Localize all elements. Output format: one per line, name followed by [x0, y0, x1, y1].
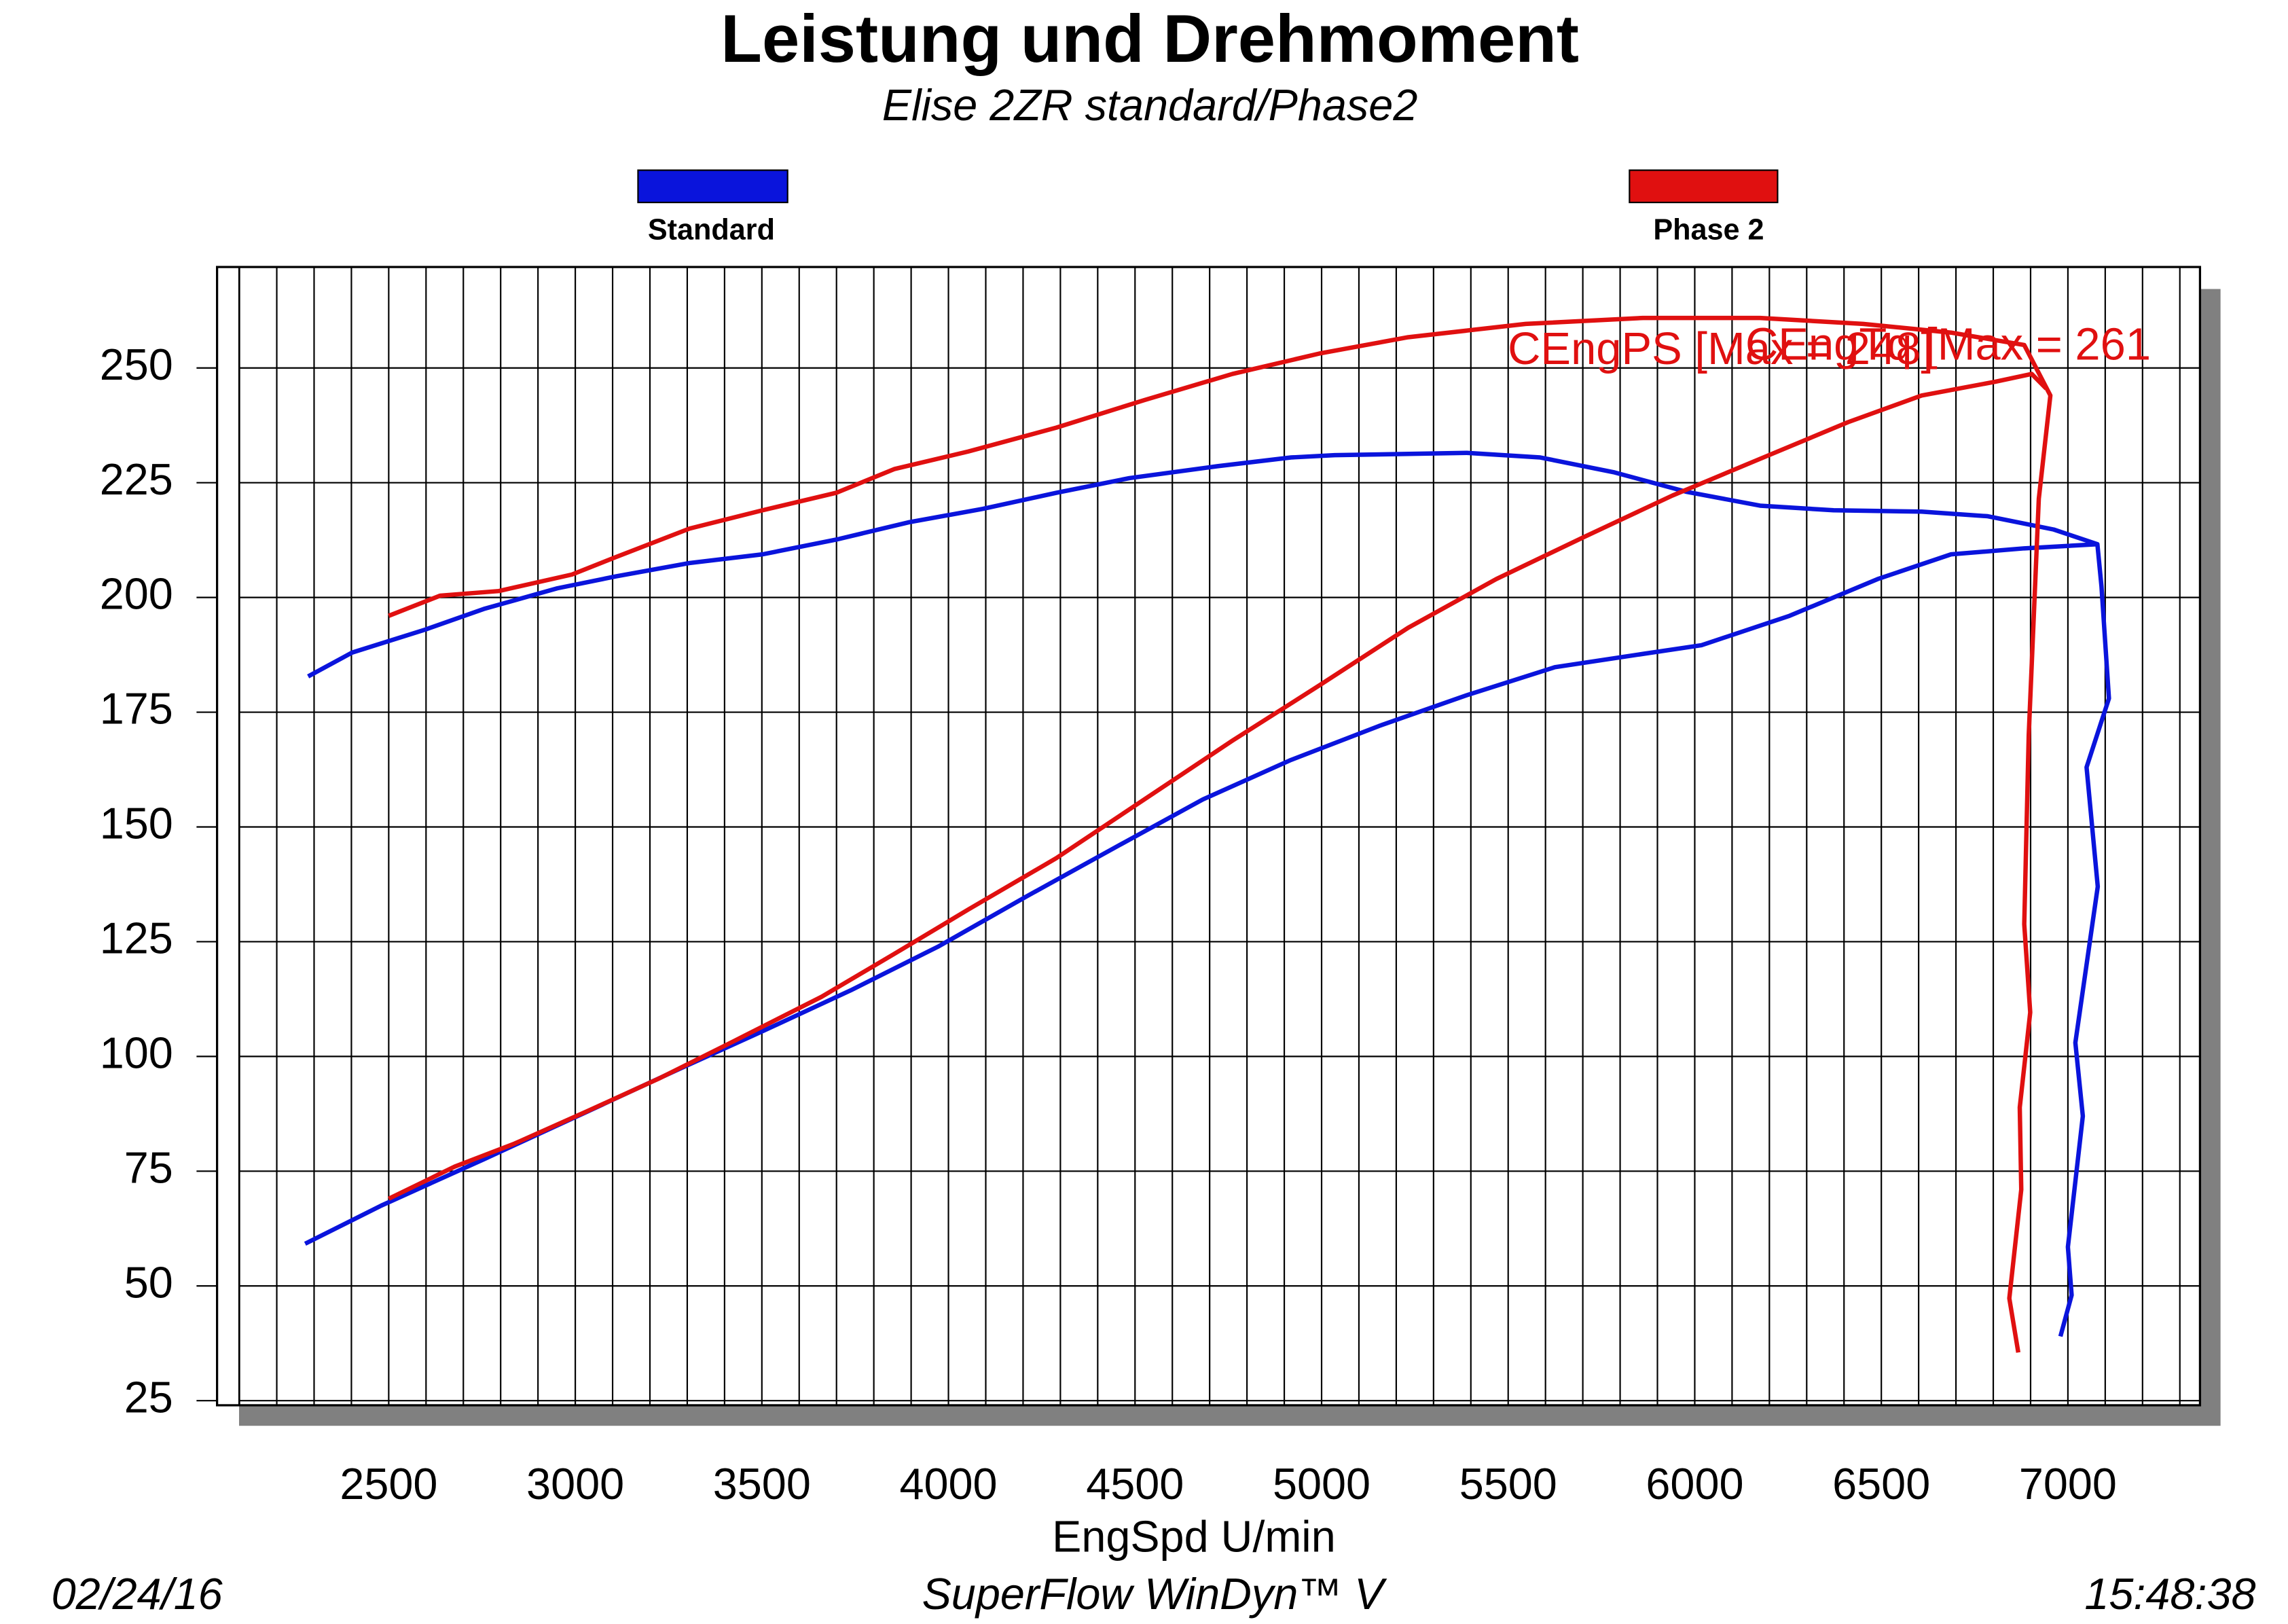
- legend-swatch: [1629, 169, 1779, 204]
- x-tick-label: 4000: [900, 1459, 998, 1509]
- series-line: [307, 450, 2111, 1337]
- series-line: [388, 315, 2053, 1353]
- y-tick-label: 125: [100, 914, 173, 963]
- series-line: [387, 372, 2048, 1201]
- x-tick-label: 7000: [2019, 1459, 2117, 1509]
- y-tick-label: 100: [100, 1028, 173, 1077]
- y-tick-label: 250: [100, 340, 173, 389]
- x-tick-label: 6500: [1832, 1459, 1930, 1509]
- x-tick-label: 5000: [1273, 1459, 1370, 1509]
- y-tick-label: 25: [124, 1372, 173, 1422]
- x-tick-label: 5500: [1459, 1459, 1557, 1509]
- chart-subtitle: Elise 2ZR standard/Phase2: [882, 80, 1417, 130]
- footer-date: 02/24/16: [52, 1569, 223, 1619]
- lines: [304, 315, 2111, 1353]
- y-tick-label: 75: [124, 1142, 173, 1192]
- y-tick-label: 150: [100, 799, 173, 848]
- annotation: CEngPS [Max = 248]: [1508, 323, 1933, 374]
- y-tick-label: 175: [100, 684, 173, 734]
- footer-software: SuperFlow WinDyn™ V: [922, 1569, 1387, 1619]
- legend-label: Phase 2: [1653, 214, 1764, 247]
- legend-swatch: [637, 169, 788, 204]
- x-tick-label: 2500: [340, 1459, 437, 1509]
- footer-time: 15:48:38: [2084, 1569, 2255, 1619]
- x-tick-label: 3500: [713, 1459, 811, 1509]
- x-tick-label: 6000: [1646, 1459, 1743, 1509]
- y-tick-label: 225: [100, 454, 173, 504]
- plot-frame: [216, 266, 2202, 1407]
- x-tick-label: 3000: [526, 1459, 624, 1509]
- annotation: CEngTq [Max = 261: [1745, 319, 2151, 370]
- y-tick-label: 50: [124, 1257, 173, 1307]
- grid: [196, 267, 2200, 1405]
- x-axis-label: EngSpd U/min: [1052, 1512, 1336, 1562]
- y-tick-label: 200: [100, 569, 173, 619]
- legend-label: Standard: [648, 214, 775, 247]
- chart-title: Leistung und Drehmoment: [721, 1, 1579, 77]
- x-tick-label: 4500: [1086, 1459, 1184, 1509]
